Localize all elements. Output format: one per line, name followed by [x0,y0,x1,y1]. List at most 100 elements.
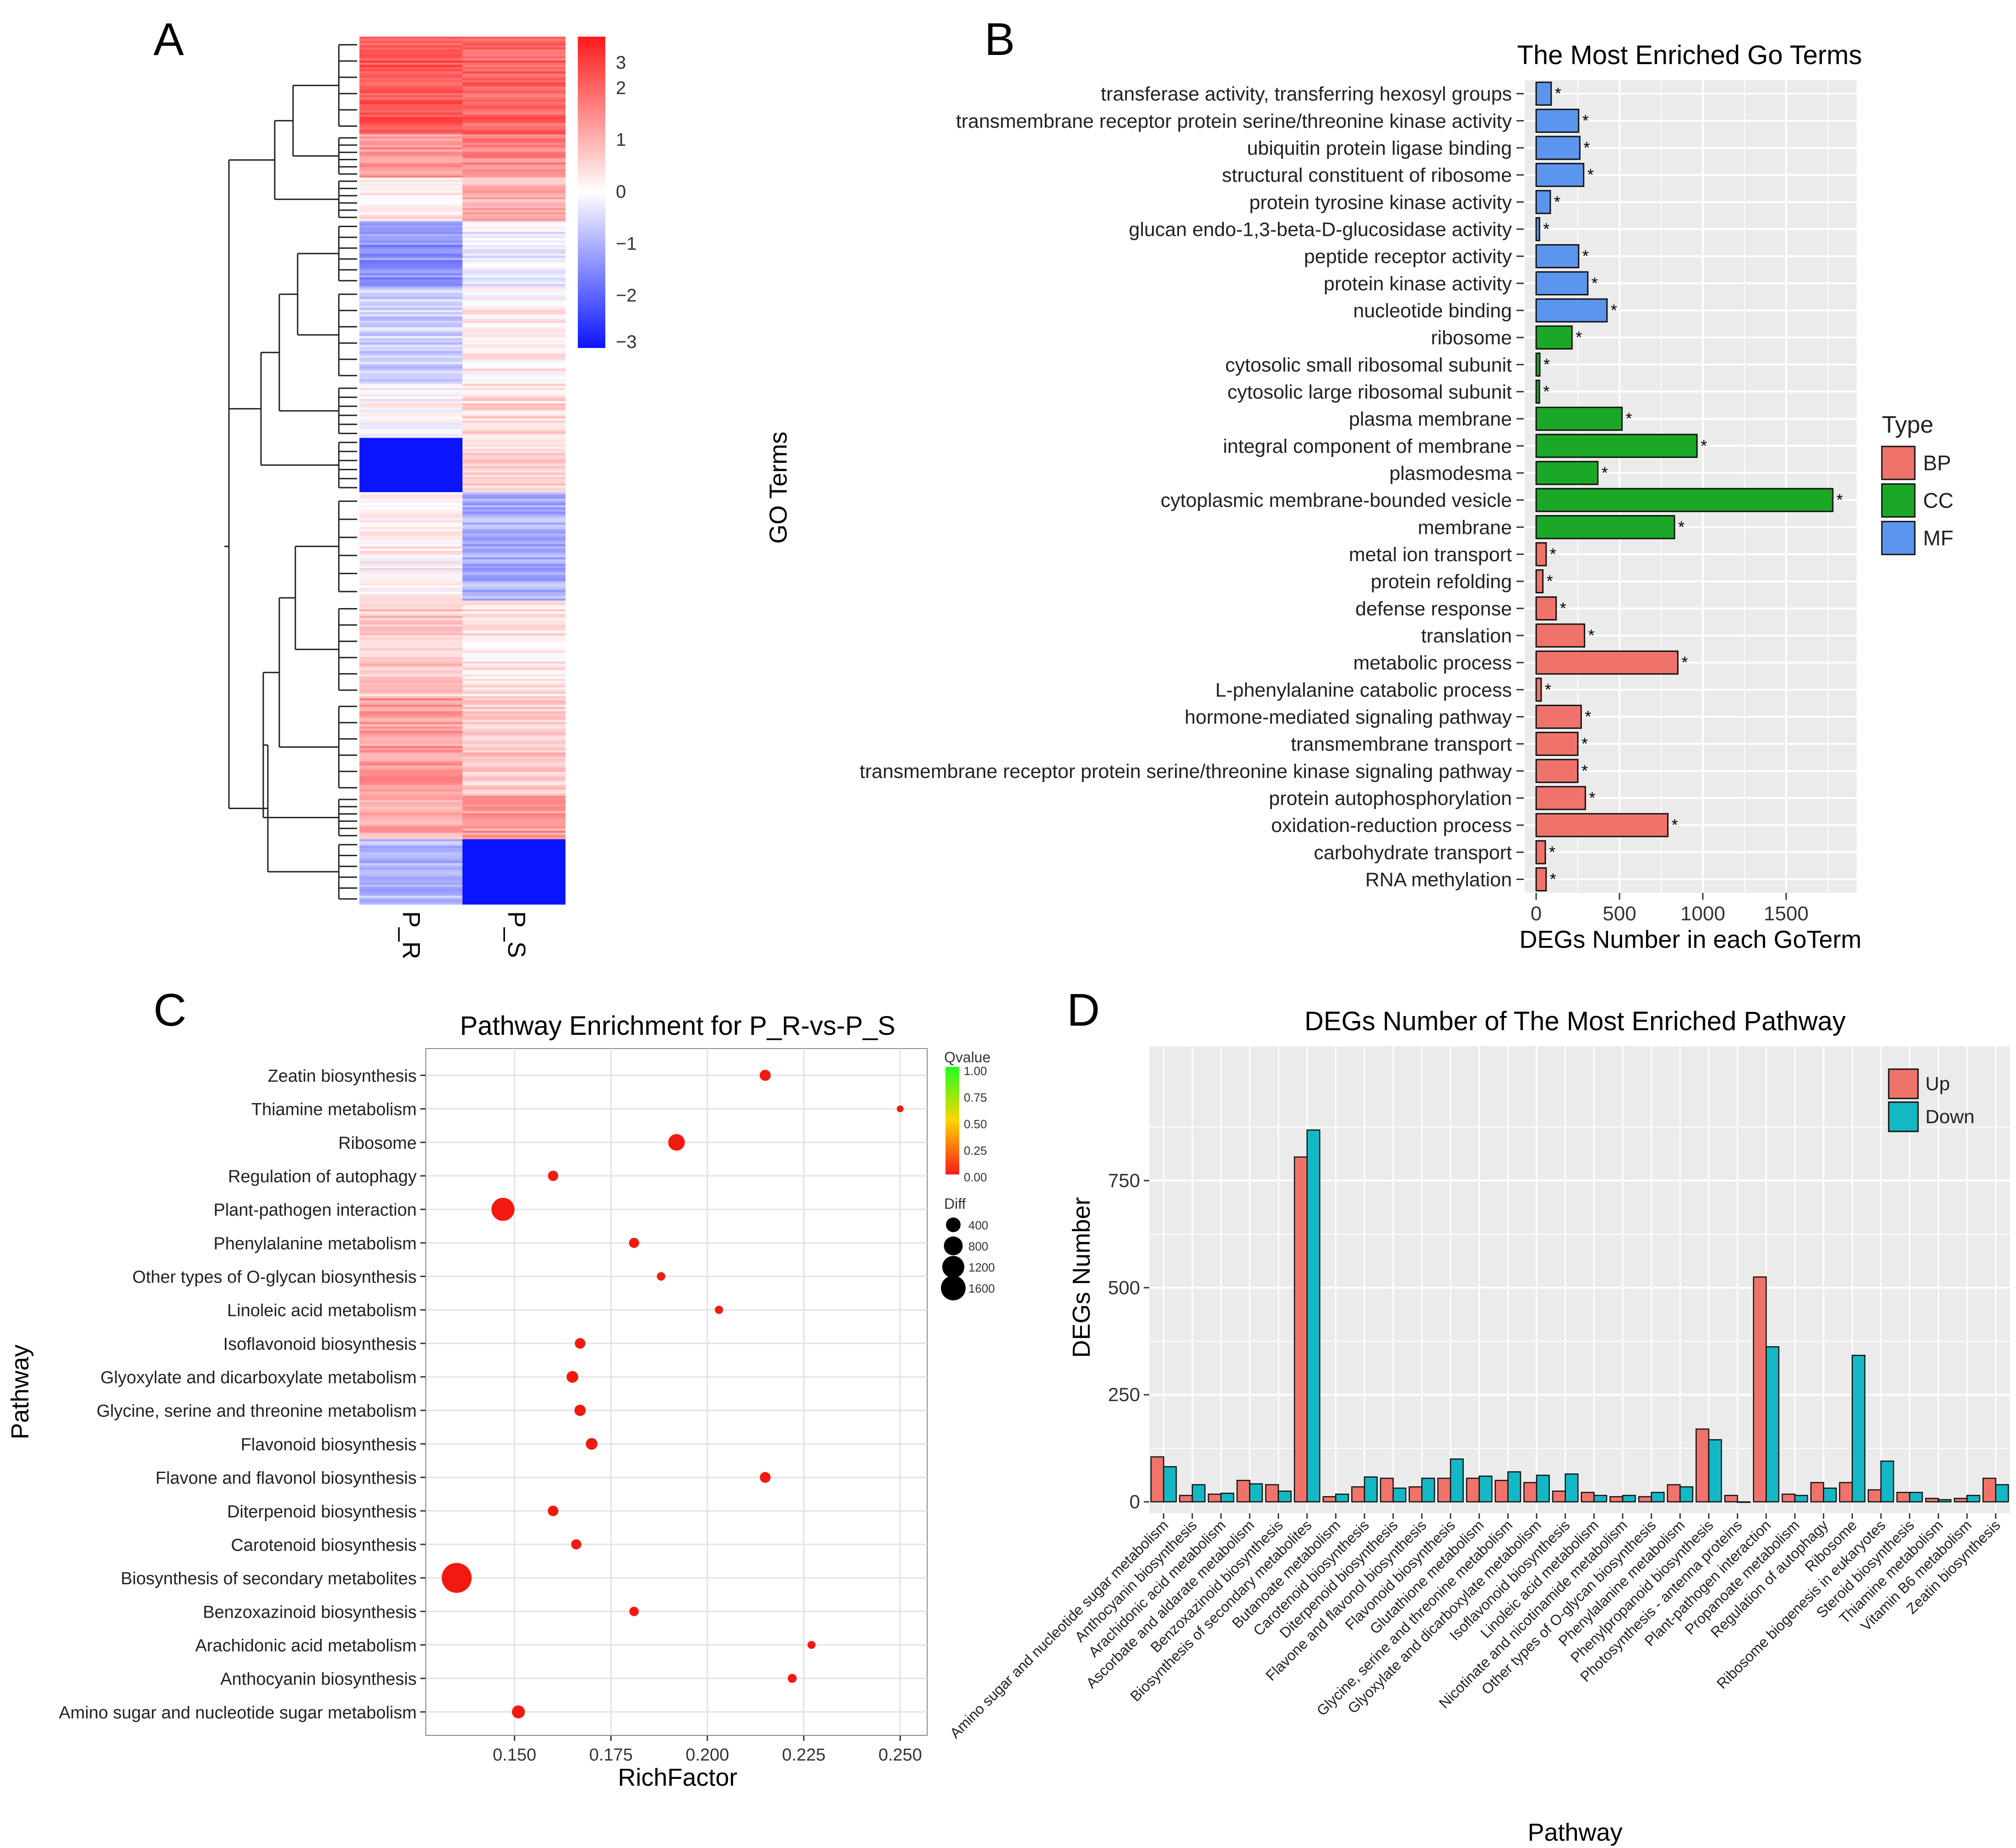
go-bar [1535,352,1541,377]
heatmap-cell [359,767,462,770]
heatmap-cell [359,806,462,810]
heatmap-cell [359,381,462,384]
heatmap-cell [359,429,462,432]
heatmap-cell [462,379,565,382]
heatmap-cell [462,184,565,187]
heatmap-cell [462,724,565,727]
go-bar [1535,786,1586,810]
go-bar [1535,407,1623,431]
y-tick-label: 0 [1130,1491,1140,1512]
heatmap-cell [462,549,565,551]
heatmap-cell [359,71,462,74]
heatmap-cell [359,266,462,269]
heatmap-cells [359,37,565,905]
heatmap-cell [462,629,565,631]
heatmap-cell [359,481,462,484]
degs-bar-up [1322,1496,1337,1503]
heatmap-cell [359,117,462,120]
heatmap-cell [359,650,462,653]
heatmap-cell [359,661,462,664]
heatmap-cell [359,611,462,614]
heatmap-cell [359,824,462,827]
diff-legend: 400 800 1200 1600 [941,1218,995,1300]
heatmap-cell [359,570,462,573]
legend-label: MF [1923,526,1953,550]
heatmap-cell [462,347,565,349]
heatmap-cell [359,293,462,295]
heatmap-cell [359,353,462,356]
heatmap-cell [462,518,565,521]
heatmap-cell [462,286,565,289]
degs-bar-up [1437,1478,1451,1503]
heatmap-cell [359,375,462,378]
heatmap-cell [462,312,565,315]
heatmap-cell [462,132,565,135]
enrichment-y-axis-title: Pathway [6,1344,34,1439]
go-bar [1535,705,1582,729]
heatmap-cell [462,431,565,434]
heatmap-cell [359,134,462,137]
heatmap-cell [462,737,565,740]
heatmap-cell [359,97,462,100]
go-bar [1535,867,1547,891]
heatmap-cell [462,336,565,339]
heatmap-cell [359,531,462,534]
heatmap-cell [359,668,462,670]
heatmap-cell [462,253,565,256]
heatmap-cell [359,900,462,902]
heatmap-cell [462,262,565,265]
degs-bar-down [1335,1493,1349,1503]
degs-bar-up [1466,1478,1480,1503]
heatmap-cell [359,182,462,185]
heatmap-cell [359,540,462,543]
heatmap-cell [359,674,462,677]
heatmap-cell [359,696,462,699]
heatmap-cell [359,509,462,512]
heatmap-cell [359,861,462,864]
heatmap-cell [462,835,565,837]
heatmap-cell [462,778,565,781]
enrichment-x-ticks: 0.150 0.175 0.200 0.225 0.250 [493,1735,922,1765]
heatmap-cell [462,167,565,169]
heatmap-cell [359,804,462,807]
heatmap-dendrogram [224,44,357,900]
heatmap-cell [462,455,565,458]
degs-bar-up [1925,1498,1939,1503]
degs-bar-up [1494,1479,1509,1503]
heatmap-cell [462,852,565,855]
heatmap-cell [359,255,462,258]
go-term-label: transmembrane transport [1291,734,1512,756]
go-term-label: transferase activity, transferring hexos… [1101,83,1512,105]
heatmap-cell [359,707,462,710]
degs-bar-up [1810,1482,1824,1503]
dendrogram-branch [294,545,307,650]
heatmap-cell [359,800,462,803]
heatmap-cell [359,731,462,734]
qvalue-legend-title: Qvalue [944,1049,990,1065]
heatmap-cell [462,223,565,226]
heatmap-cell [359,585,462,588]
heatmap-cell [359,197,462,200]
heatmap-cell [359,373,462,375]
heatmap-cell [359,271,462,273]
heatmap-cell [359,409,462,413]
heatmap-cell [462,850,565,853]
heatmap-cell [359,733,462,736]
heatmap-cell [359,362,462,364]
heatmap-cell [359,882,462,885]
heatmap-cell [462,186,565,189]
heatmap-cell [462,516,565,519]
heatmap-cell [462,785,565,788]
enrichment-title: Pathway Enrichment for P_R-vs-P_S [460,1011,896,1041]
heatmap-cell [359,832,462,835]
go-term-label: RNA methylation [1365,869,1512,891]
go-legend-title: Type [1882,412,1934,438]
heatmap-cell [359,106,462,109]
heatmap-cell [359,93,462,96]
heatmap-cell [359,99,462,102]
heatmap-cell [359,227,462,230]
heatmap-cell [462,444,565,447]
heatmap-cell [359,379,462,382]
heatmap-cell [462,557,565,560]
heatmap-cell [462,663,565,666]
